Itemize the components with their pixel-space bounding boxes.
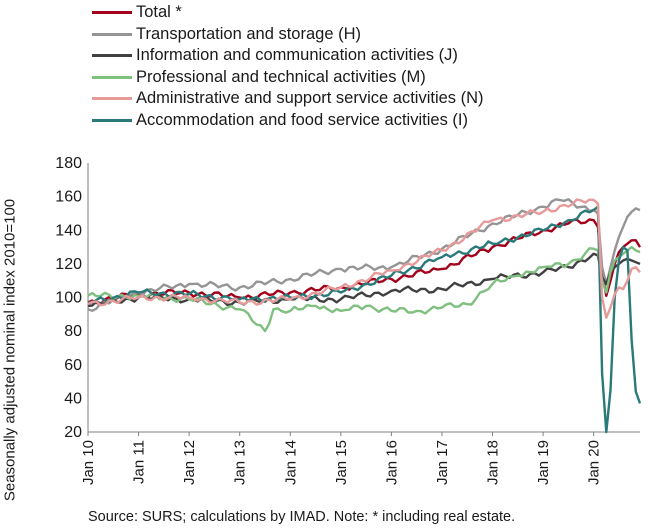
series-line [87,205,642,434]
legend-item: Accommodation and food service activitie… [92,110,484,132]
x-tick-label: Jan 20 [586,440,603,485]
legend-item: Transportation and storage (H) [92,24,484,46]
y-tick-label: 180 [55,155,82,172]
y-tick-label: 80 [64,323,82,340]
x-tick-label: Jan 18 [485,440,502,485]
x-tick-label: Jan 15 [333,440,350,485]
y-tick-label: 60 [64,357,82,374]
legend-label: Transportation and storage (H) [136,24,361,43]
x-tick-label: Jan 19 [535,440,552,485]
x-tick-label: Jan 11 [131,440,148,484]
y-tick-label: 140 [55,222,82,239]
legend-swatch [92,75,132,79]
x-tick-label: Jan 12 [181,440,198,485]
x-tick-label: Jan 14 [282,440,299,485]
y-tick-label: 120 [55,256,82,273]
legend: Total * Transportation and storage (H) Inf… [92,2,484,131]
legend-label: Accommodation and food service activitie… [136,110,468,129]
legend-swatch [92,32,132,36]
y-tick-label: 40 [64,390,82,407]
x-tick-label: Jan 10 [80,440,97,485]
legend-item: Total * [92,2,484,24]
series-line [87,252,641,308]
y-axis-label: Seasonally adjusted nominal index 2010=1… [1,198,19,502]
legend-label: Professional and technical activities (M… [136,67,426,86]
chart: 20 40 60 80 100 120 140 160 180 Jan 10 Jan 11 Jan 1… [55,155,642,485]
legend-item: Professional and technical activities (M… [92,67,484,89]
x-tick-label: Jan 17 [434,440,451,485]
y-tick-label: 20 [64,424,82,441]
series-line [87,218,642,306]
y-tick-label: 160 [55,189,82,206]
series-line [87,198,641,312]
legend-label: Total * [136,3,182,22]
source-note: Source: SURS; calculations by IMAD. Note… [88,509,516,525]
legend-label: Information and communication activities… [136,46,458,65]
legend-swatch [92,118,132,122]
legend-label: Administrative and support service activ… [136,89,484,108]
legend-swatch [92,54,132,58]
x-tick-label: Jan 16 [383,440,400,485]
series-line [87,198,641,319]
legend-item: Administrative and support service activ… [92,88,484,110]
legend-item: Information and communication activities… [92,45,484,67]
legend-swatch [92,11,132,15]
legend-swatch [92,97,132,101]
y-tick-label: 100 [55,290,82,307]
x-tick-label: Jan 13 [232,440,249,485]
